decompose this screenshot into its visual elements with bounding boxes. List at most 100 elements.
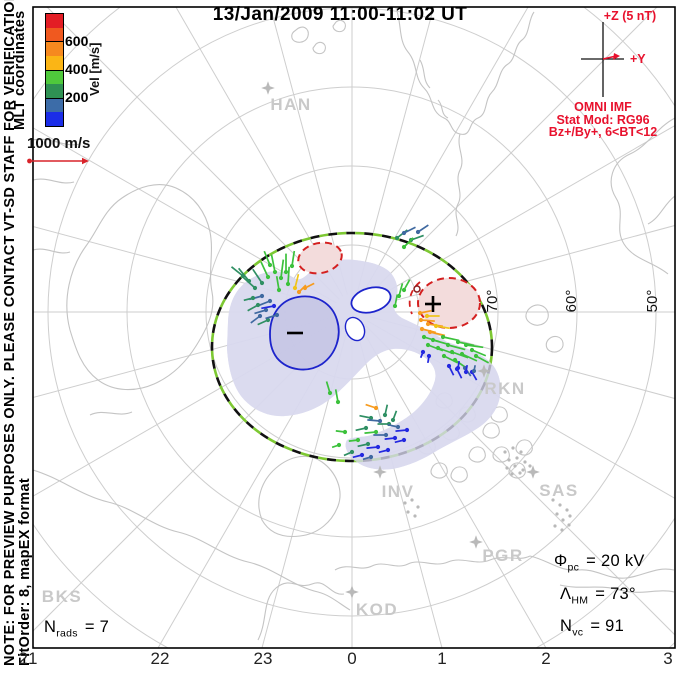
colorbar-segment (46, 69, 63, 85)
latitude-label: 60° (563, 290, 580, 313)
velocity-vector (291, 250, 296, 267)
colorbar-tick-200: 200 (65, 89, 89, 105)
velocity-vector-origin (455, 339, 461, 345)
echo-dot (515, 456, 519, 460)
stat-nvc: Nvc = 91 (560, 617, 625, 639)
velocity-vector (465, 344, 484, 349)
velocity-vector (263, 250, 271, 266)
echo-dot (565, 508, 569, 512)
zero-potential-island (350, 286, 392, 314)
velocity-vector-origin (267, 262, 273, 268)
colorbar-segment (46, 112, 63, 126)
velocity-vector-origin (469, 347, 475, 353)
velocity-vector-origin (449, 349, 455, 355)
velocity-vector-origin (292, 285, 298, 291)
velocity-vector-origin (263, 307, 269, 313)
velocity-vector-origin (404, 427, 410, 433)
station-label-inv: INV (382, 482, 415, 501)
station-label-han: HAN (270, 95, 311, 114)
velocity-vector-origin (267, 298, 273, 304)
negative-cell-inner-contour (269, 295, 340, 371)
velocity-vector-origin (383, 432, 389, 438)
velocity-vector-origin (385, 447, 391, 453)
echo-dot (523, 460, 527, 464)
mlt-label-1: 1 (437, 649, 446, 668)
plot-title: 13/Jan/2009 11:00-11:02 UT (212, 4, 468, 25)
velocity-vector-origin (440, 334, 446, 340)
imf-conditions-label: Bz+/By+, 6<BT<12 (548, 125, 658, 139)
velocity-vector (461, 353, 478, 362)
velocity-vector-origin (420, 349, 426, 355)
reference-velocity-label: 1000 m/s (27, 135, 91, 152)
echo-dot (510, 472, 514, 476)
radar-station-labels: HAN RKN INV SAS PGR KOD BKS (42, 95, 577, 619)
station-star-rkn (477, 364, 491, 378)
mlt-label-0: 0 (347, 649, 356, 668)
echo-dot (521, 468, 525, 472)
island (508, 462, 526, 479)
velocity-vector (230, 266, 244, 277)
echo-dot (406, 510, 410, 514)
velocity-vector-origin (421, 334, 427, 340)
velocity-vector-origin (265, 274, 271, 280)
echo-dot (519, 450, 523, 454)
imf-vector-arrowhead (613, 53, 620, 60)
velocity-vector-origin (417, 310, 423, 316)
velocity-vector-origin (359, 452, 365, 458)
island (430, 462, 448, 479)
colorbar-tick-400: 400 (65, 61, 89, 77)
velocity-vector-origin (375, 444, 381, 450)
velocity-vector-origin (257, 313, 263, 319)
hm-boundary-black-dashes (210, 231, 494, 463)
velocity-vector (261, 305, 275, 310)
mlt-meridian (367, 124, 675, 304)
echo-dot (413, 514, 417, 518)
imf-source-label: OMNI IMF (574, 100, 632, 114)
mlt-meridian (33, 226, 335, 308)
mlt-meridian (369, 224, 675, 308)
station-label-pgr: PGR (482, 546, 523, 565)
colorbar-segment (46, 84, 63, 98)
velocity-vector (420, 319, 435, 322)
colorbar-segment (46, 41, 63, 56)
velocity-vector-origin (463, 369, 469, 375)
mlt-meridian (261, 329, 348, 648)
velocity-vector-origin (418, 317, 424, 323)
velocity-vector-origin (441, 353, 447, 359)
velocity-vector-origin (276, 287, 282, 293)
velocity-vector-origin (425, 321, 431, 327)
velocity-vector (403, 226, 416, 234)
velocity-vector-origin (419, 326, 425, 332)
velocity-vector-origin (289, 263, 295, 269)
mlt-meridian (46, 7, 340, 300)
velocity-vector-origin (274, 312, 280, 318)
echo-dot (567, 523, 571, 527)
mlt-meridian (356, 7, 435, 295)
potential-contours (210, 231, 502, 471)
velocity-vector-origin (415, 229, 421, 235)
colorbar-segment (46, 97, 63, 113)
radar-echo-dots (403, 446, 572, 532)
station-star-sas (526, 465, 540, 479)
velocity-vector-origin (471, 368, 477, 374)
velocity-vector-origin (368, 454, 374, 460)
velocity-vector-origin (377, 418, 383, 424)
velocity-vector (398, 283, 404, 297)
velocity-vector-origin (426, 353, 432, 359)
velocity-vector-origin (365, 441, 371, 447)
positive-cell-outer-arc (408, 281, 421, 315)
mlt-label-22: 22 (151, 649, 170, 668)
velocity-vector-origin (349, 449, 355, 455)
station-label-rkn: RKN (484, 379, 525, 398)
velocity-vector (334, 389, 339, 403)
velocity-vector-origin (401, 230, 407, 236)
velocity-vector-origin (390, 417, 396, 423)
echo-dot (507, 458, 511, 462)
station-star-inv (373, 465, 387, 479)
station-star-kod (345, 585, 359, 599)
velocity-vector-origin (427, 329, 433, 335)
echo-dot (505, 466, 509, 470)
velocity-vector (451, 351, 469, 359)
echo-dot (558, 503, 562, 507)
velocity-vector (475, 355, 490, 364)
